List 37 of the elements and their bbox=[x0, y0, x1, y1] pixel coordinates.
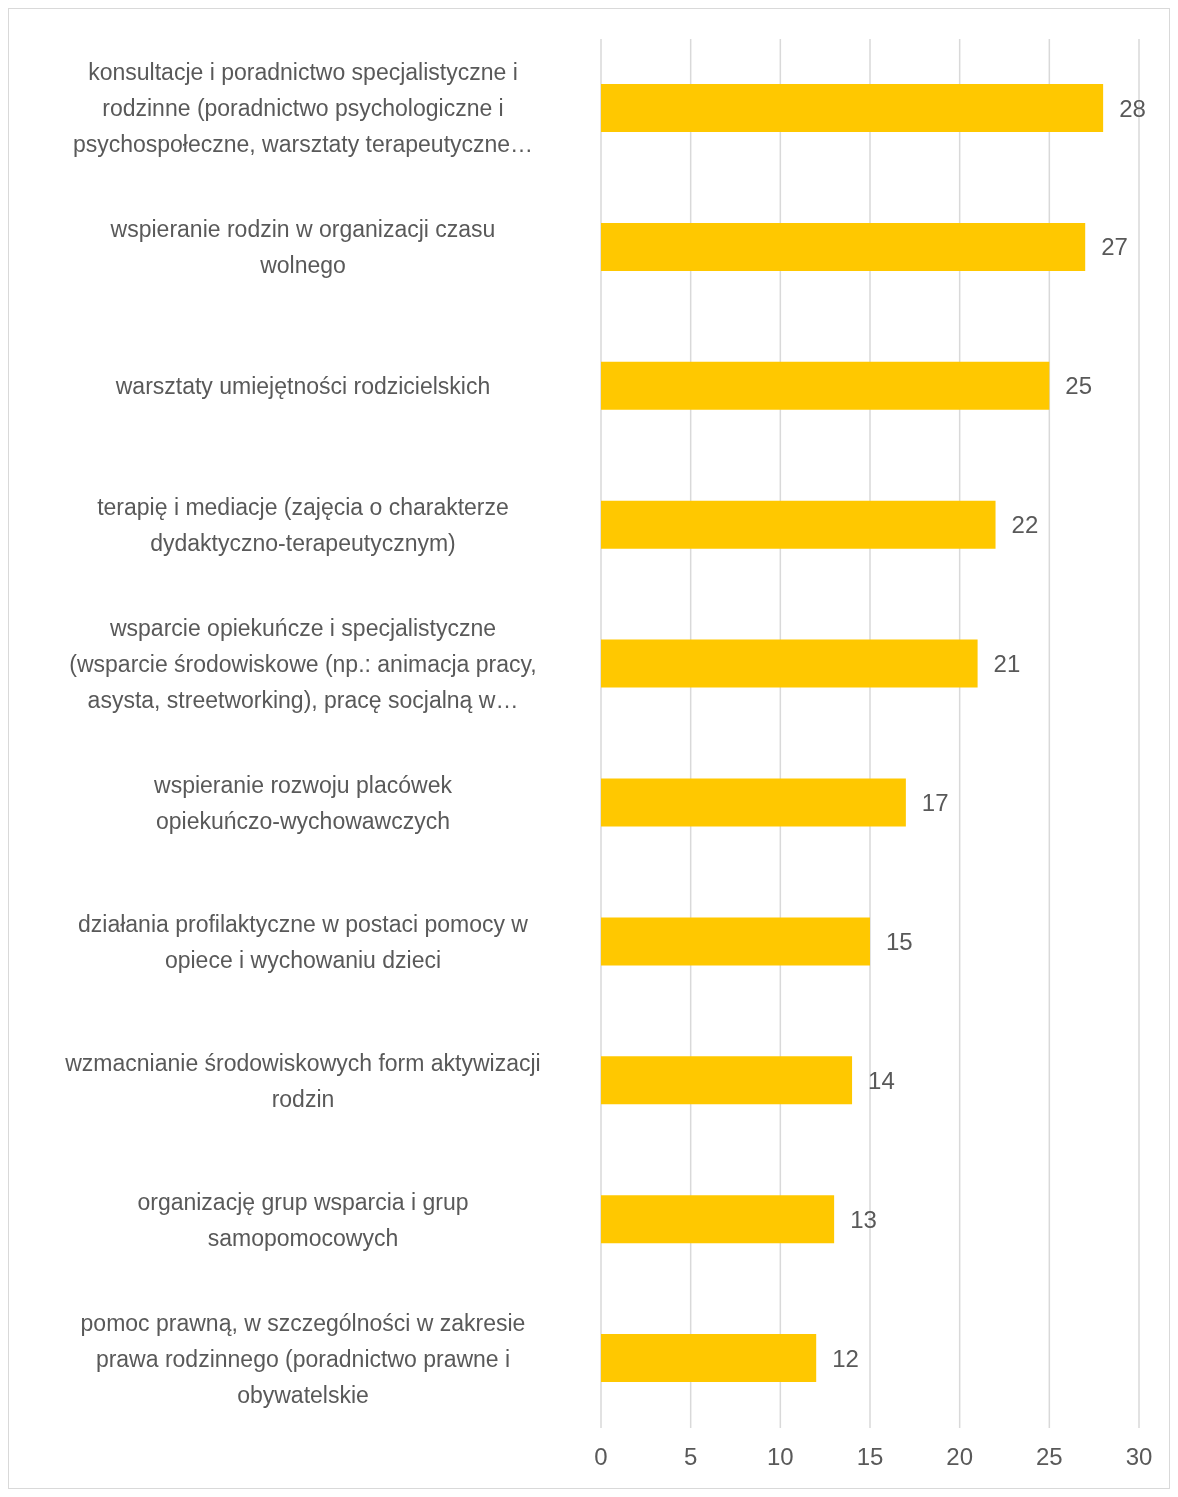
bar bbox=[601, 917, 870, 966]
bar bbox=[601, 361, 1050, 410]
x-tick-label: 0 bbox=[594, 1443, 608, 1471]
data-label: 17 bbox=[921, 789, 949, 817]
x-tick-label: 5 bbox=[683, 1443, 698, 1471]
y-tick-label: wspieranie rozwoju placówek opiekuńczo-wychowawczych bbox=[153, 771, 453, 834]
bar bbox=[601, 500, 996, 549]
data-label: 12 bbox=[832, 1344, 859, 1372]
y-tick-label: organizację grup wsparcia i grup samopomocowych bbox=[137, 1188, 469, 1251]
x-tick-label: 20 bbox=[946, 1443, 974, 1471]
data-label: 22 bbox=[1011, 511, 1039, 539]
bar bbox=[601, 1195, 835, 1244]
y-tick-label: terapię i mediacje (zajęcia o charakterze dydaktyczno-terapeutycznym) bbox=[97, 494, 509, 557]
bar bbox=[601, 1056, 853, 1105]
y-tick-label: wsparcie opiekuńcze i specjalistyczne (wsparcie środowiskowe (np.: animacja pracy, asysta, streetworking), pracę socjalną w… bbox=[69, 615, 537, 714]
y-tick-label: konsultacje i poradnictwo specjalistyczne i rodzinne (poradnictwo psychologiczne i psychospołeczne, warsztaty terapeutyczne… bbox=[72, 59, 534, 158]
data-label: 14 bbox=[868, 1066, 895, 1094]
data-label: 28 bbox=[1119, 94, 1146, 122]
bar bbox=[601, 1334, 817, 1383]
bar bbox=[601, 778, 906, 827]
x-tick-label: 10 bbox=[766, 1443, 794, 1471]
y-tick-label: wspieranie rodzin w organizacji czasu wolnego bbox=[109, 216, 496, 279]
data-label: 27 bbox=[1101, 233, 1128, 261]
y-tick-label: działania profilaktyczne w postaci pomocy w opiece i wychowaniu dzieci bbox=[78, 910, 529, 973]
bar bbox=[601, 222, 1086, 271]
data-label: 15 bbox=[886, 927, 913, 955]
y-tick-label: warsztaty umiejętności rodzicielskich bbox=[114, 373, 491, 400]
x-tick-label: 15 bbox=[856, 1443, 884, 1471]
data-label: 13 bbox=[850, 1205, 877, 1233]
data-label: 25 bbox=[1065, 372, 1093, 400]
data-label: 21 bbox=[993, 650, 1021, 678]
y-tick-label: pomoc prawną, w szczególności w zakresie prawa rodzinnego (poradnictwo prawne i obywatelskie bbox=[80, 1309, 526, 1408]
x-tick-label: 25 bbox=[1035, 1443, 1063, 1471]
x-tick-label: 30 bbox=[1125, 1443, 1153, 1471]
bar bbox=[601, 639, 978, 688]
bar bbox=[601, 84, 1104, 132]
y-tick-label: wzmacnianie środowiskowych form aktywizacji rodzin bbox=[64, 1049, 541, 1112]
